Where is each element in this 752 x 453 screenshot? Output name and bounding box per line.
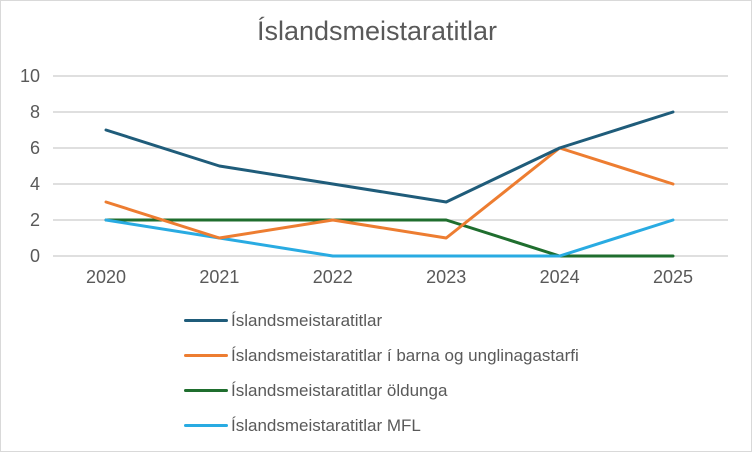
svg-text:2020: 2020 bbox=[86, 267, 126, 287]
svg-text:2025: 2025 bbox=[653, 267, 693, 287]
svg-text:0: 0 bbox=[30, 246, 40, 266]
svg-text:2022: 2022 bbox=[313, 267, 353, 287]
svg-text:6: 6 bbox=[30, 138, 40, 158]
svg-text:4: 4 bbox=[30, 174, 40, 194]
svg-text:10: 10 bbox=[20, 66, 40, 86]
svg-text:2023: 2023 bbox=[426, 267, 466, 287]
svg-text:2021: 2021 bbox=[199, 267, 239, 287]
svg-text:2024: 2024 bbox=[540, 267, 580, 287]
svg-text:8: 8 bbox=[30, 102, 40, 122]
svg-text:2: 2 bbox=[30, 210, 40, 230]
